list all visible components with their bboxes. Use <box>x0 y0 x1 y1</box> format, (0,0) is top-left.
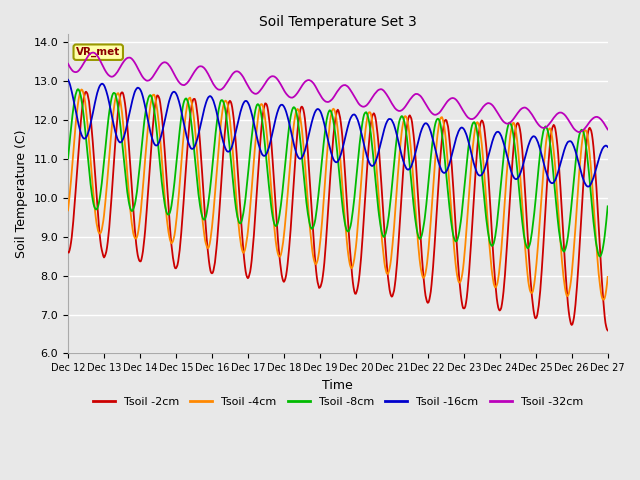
Y-axis label: Soil Temperature (C): Soil Temperature (C) <box>15 130 28 258</box>
Legend: Tsoil -2cm, Tsoil -4cm, Tsoil -8cm, Tsoil -16cm, Tsoil -32cm: Tsoil -2cm, Tsoil -4cm, Tsoil -8cm, Tsoi… <box>88 393 588 412</box>
X-axis label: Time: Time <box>323 379 353 392</box>
Text: VR_met: VR_met <box>76 47 120 57</box>
Title: Soil Temperature Set 3: Soil Temperature Set 3 <box>259 15 417 29</box>
